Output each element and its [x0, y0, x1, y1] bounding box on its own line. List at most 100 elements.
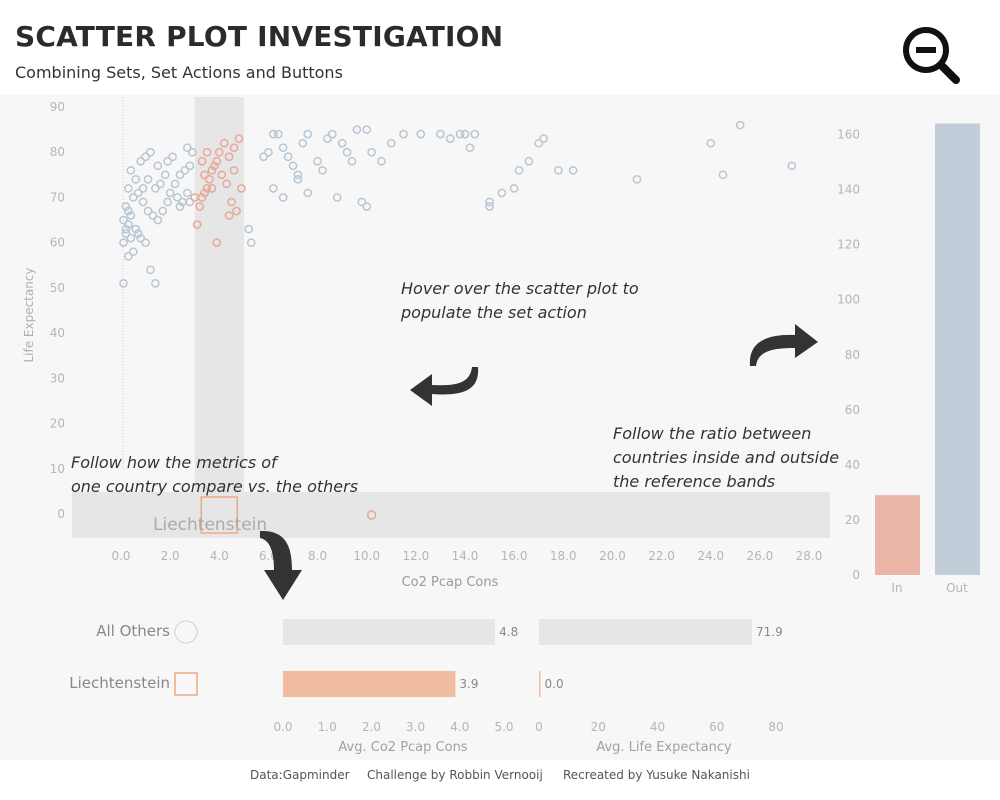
row-label: All Others — [96, 622, 170, 640]
scatter-point — [386, 138, 396, 148]
x-tick-label: 1.0 — [318, 720, 337, 734]
bar-out — [935, 123, 980, 576]
scatter-point — [202, 184, 212, 193]
footer-challenge: Challenge by Robbin Vernooij — [367, 768, 543, 782]
y-tick-label: 40 — [845, 458, 860, 472]
scatter-point — [124, 184, 133, 193]
scatter-point — [185, 161, 195, 171]
scatter-point — [234, 134, 244, 144]
scatter-point — [337, 138, 347, 148]
scatter-point — [399, 129, 408, 139]
scatter-point — [485, 202, 494, 211]
x-tick-label: 20.0 — [599, 549, 626, 563]
scatter-point — [138, 184, 148, 193]
x-tick-label: 8.0 — [308, 549, 327, 563]
scatter-point — [121, 202, 131, 211]
x-tick-label: 40 — [650, 720, 665, 734]
y-tick-label: 160 — [837, 128, 860, 142]
x-tick-label: 12.0 — [402, 549, 429, 563]
bar-value-label: 3.9 — [459, 677, 478, 691]
x-axis-label: Avg. Life Expectancy — [596, 740, 732, 755]
x-tick-label: 20 — [591, 720, 606, 734]
scatter-point — [126, 233, 136, 243]
curved-arrow-left-icon — [410, 367, 479, 406]
scatter-point — [151, 184, 160, 193]
scatter-point — [347, 156, 357, 166]
x-tick-label: 22.0 — [648, 549, 675, 563]
scatter-point — [138, 197, 148, 207]
y-tick-label: 30 — [50, 371, 65, 385]
row-marker-square — [174, 672, 198, 696]
scatter-point — [514, 165, 524, 175]
scatter-point — [509, 184, 519, 193]
scatter-point — [224, 152, 234, 162]
scatter-point — [133, 188, 143, 198]
zoom-out-icon[interactable] — [900, 24, 962, 86]
bar-in — [875, 495, 920, 575]
scatter-point — [534, 138, 544, 148]
y-tick-label: 100 — [837, 293, 860, 307]
scatter-point — [175, 170, 185, 180]
scatter-point — [126, 211, 136, 220]
scatter-point — [187, 147, 197, 157]
y-tick-label: 60 — [845, 403, 860, 417]
scatter-point — [128, 193, 138, 202]
scatter-point — [192, 220, 202, 229]
scatter-point — [121, 224, 131, 234]
annotation-line: Follow how the metrics of — [71, 453, 277, 472]
reference-band — [194, 97, 244, 537]
y-tick-label: 140 — [837, 183, 860, 197]
annotation-line: the reference bands — [613, 472, 776, 491]
x-tick-label: 16.0 — [501, 549, 528, 563]
scatter-point — [168, 152, 177, 162]
scatter-point — [212, 156, 222, 166]
footer-recreated: Recreated by Yusuke Nakanishi — [563, 768, 750, 782]
scatter-point — [165, 188, 175, 198]
bar-value-label: 0.0 — [545, 677, 564, 691]
avg-life-bar-chart: 71.9 0.0 0 20 40 60 80 Avg. Life Expectancy — [535, 619, 784, 755]
scatter-point — [293, 170, 303, 180]
x-tick-label: 0.0 — [273, 720, 292, 734]
y-axis-label: Life Expectancy — [22, 267, 36, 362]
scatter-point — [205, 175, 214, 184]
scatter-point — [568, 165, 578, 175]
category-label: Out — [946, 581, 968, 595]
y-tick-label: 40 — [50, 326, 65, 340]
scatter-point — [180, 165, 190, 175]
scatter-point — [121, 229, 131, 238]
scatter-point — [735, 120, 745, 130]
highlight-marker — [200, 496, 239, 534]
ratio-annotation: Follow the ratio between countries insid… — [613, 422, 839, 494]
bar — [539, 619, 753, 645]
footer-data-source: Data:Gapminder — [250, 768, 350, 782]
row-marker-circle — [174, 620, 198, 644]
y-tick-label: 60 — [50, 236, 65, 250]
in-out-bar-chart: 0 20 40 60 80 100 120 140 160 In Out — [837, 123, 980, 595]
scatter-point — [524, 156, 534, 166]
scatter-point — [460, 129, 470, 139]
x-tick-label: 2.0 — [362, 720, 381, 734]
annotation-line: one country compare vs. the others — [71, 477, 359, 496]
scatter-point — [706, 138, 716, 148]
scatter-point — [332, 193, 342, 202]
x-axis-label: Co2 Pcap Cons — [402, 575, 499, 590]
x-tick-label: 18.0 — [550, 549, 577, 563]
scatter-point — [323, 134, 332, 144]
y-tick-label: 0 — [852, 568, 860, 582]
x-tick-label: 10.0 — [353, 549, 380, 563]
scatter-point — [303, 188, 313, 198]
page-title: SCATTER PLOT INVESTIGATION — [15, 20, 504, 53]
scatter-point — [222, 179, 232, 189]
scatter-point — [148, 211, 158, 220]
scatter-point — [182, 143, 192, 153]
scatter-point — [470, 129, 480, 139]
curved-arrow-right-icon — [749, 324, 818, 366]
y-tick-label: 80 — [50, 145, 65, 159]
scatter-point — [190, 193, 200, 202]
scatter-point — [143, 206, 153, 216]
scatter-point — [246, 238, 256, 248]
bar — [283, 671, 456, 697]
scatter-point — [124, 220, 133, 229]
scatter-point — [141, 152, 150, 162]
